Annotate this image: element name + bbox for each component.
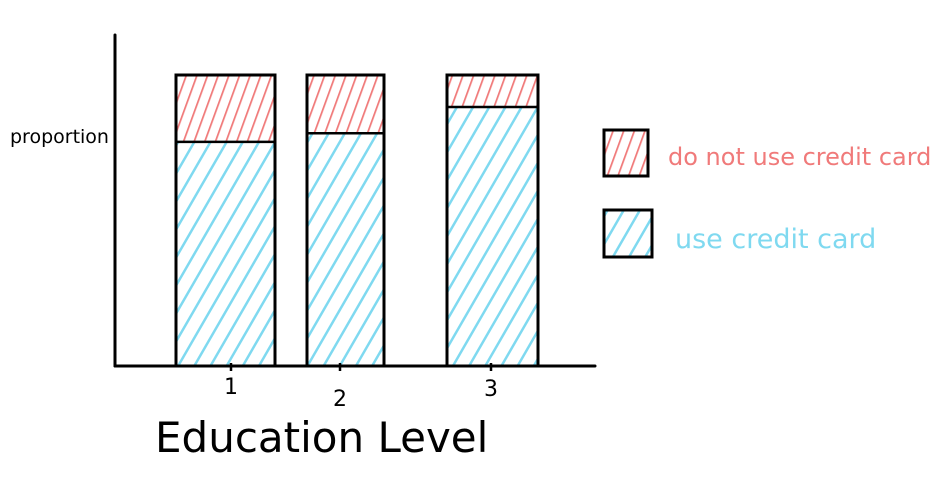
y-axis-label: proportion xyxy=(10,126,109,148)
bar-segment-not-use-3 xyxy=(447,75,538,108)
legend: do not use credit card use credit card xyxy=(602,128,931,259)
x-axis-label: Education Level xyxy=(155,413,488,462)
bar-segment-not-use-1 xyxy=(176,75,275,142)
bar-segment-use-3 xyxy=(447,107,538,366)
legend-swatch-use xyxy=(602,208,654,259)
bar-segment-use-1 xyxy=(176,141,275,366)
legend-label-not-use: do not use credit card xyxy=(668,143,931,171)
bar-segment-not-use-2 xyxy=(307,75,384,134)
legend-swatch-not-use xyxy=(602,128,650,178)
x-tick-label-2: 2 xyxy=(333,387,347,412)
legend-label-use: use credit card xyxy=(675,224,876,255)
x-tick-label-1: 1 xyxy=(224,375,238,400)
x-tick-label-3: 3 xyxy=(484,377,498,402)
bar-segment-use-2 xyxy=(307,133,384,366)
